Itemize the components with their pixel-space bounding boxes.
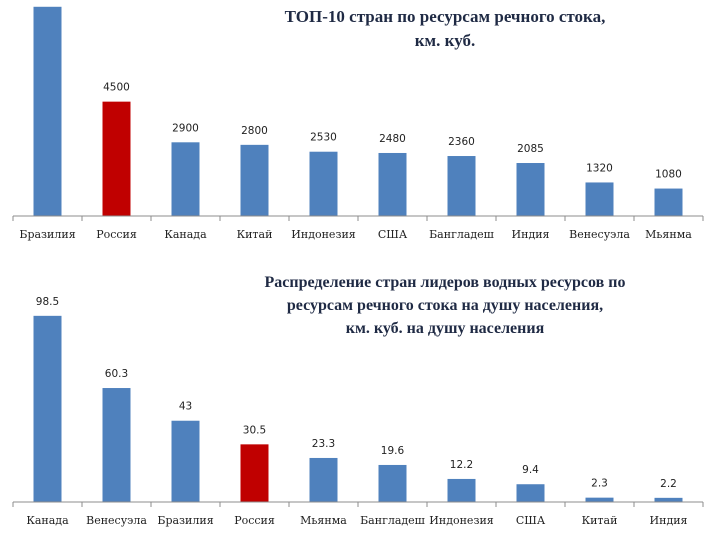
chart-per-capita-title-line-1: Распределение стран лидеров водных ресур… <box>265 274 626 291</box>
chart-top10-category-label: Канада <box>164 228 207 241</box>
chart-per-capita-category-label: Мьянма <box>300 514 347 527</box>
chart-per-capita-bar <box>171 420 200 502</box>
chart-top10-bar <box>447 156 476 216</box>
chart-top10-category-label: Бразилия <box>19 228 75 241</box>
chart-top10-category-label: Мьянма <box>645 228 692 241</box>
chart-top10-bar <box>33 6 62 216</box>
chart-top10-value-label: 2360 <box>448 136 475 148</box>
chart-top10-category-label: Бангладеш <box>429 228 494 241</box>
chart-per-capita-value-label: 2.2 <box>660 478 677 490</box>
chart-top10-bar <box>171 142 200 216</box>
chart-per-capita-value-label: 19.6 <box>381 445 405 457</box>
chart-top10-bar <box>516 163 545 216</box>
chart-top10-category-label: Индия <box>512 228 550 241</box>
chart-per-capita-bar <box>240 444 269 502</box>
chart-per-capita-category-label: США <box>516 514 546 527</box>
chart-top10-bar <box>102 101 131 216</box>
chart-per-capita-title-line-2: ресурсам речного стока на душу населения… <box>287 297 603 314</box>
chart-per-capita-category-label: Бразилия <box>157 514 213 527</box>
chart-top10-bar <box>585 182 614 216</box>
chart-top10-river-runoff: 4500 2900 2800 2530 2480 2360 2085 1320 1080 Бра… <box>12 6 704 241</box>
chart-per-capita-value-label: 60.3 <box>105 368 128 380</box>
chart-per-capita-category-label: Индонезия <box>429 514 493 527</box>
chart-per-capita-value-label: 30.5 <box>243 424 266 436</box>
chart-top10-value-label: 2800 <box>241 125 268 137</box>
chart-per-capita-value-label: 98.5 <box>36 296 59 308</box>
chart-per-capita-category-label: Россия <box>234 514 275 527</box>
chart-per-capita-bar <box>33 315 62 502</box>
chart-top10-value-label: 2900 <box>172 122 199 134</box>
chart-per-capita-value-label: 2.3 <box>591 478 608 490</box>
chart-top10-value-label: 1080 <box>655 169 682 181</box>
chart-top10-category-label: Индонезия <box>291 228 355 241</box>
chart-per-capita-bar <box>378 464 407 502</box>
chart-top10-bar <box>240 144 269 216</box>
chart-per-capita-river-runoff: 98.5 60.3 43 30.5 23.3 19.6 12.2 9.4 2.3 2.2 Кана… <box>12 274 704 527</box>
chart-per-capita-value-label: 9.4 <box>522 464 539 476</box>
chart-per-capita-bar <box>516 484 545 502</box>
chart-per-capita-bar <box>654 497 683 502</box>
chart-per-capita-bar <box>309 457 338 502</box>
chart-top10-value-label: 2480 <box>379 133 406 145</box>
chart-top10-value-label: 2085 <box>517 143 544 155</box>
chart-per-capita-category-label: Канада <box>26 514 69 527</box>
chart-per-capita-category-label: Венесуэла <box>86 514 147 527</box>
chart-per-capita-bar <box>585 497 614 502</box>
chart-top10-title-line-2: км. куб. <box>415 31 475 50</box>
chart-per-capita-category-label: Бангладеш <box>360 514 425 527</box>
chart-per-capita-bar <box>102 388 131 502</box>
chart-top10-title-line-1: ТОП-10 стран по ресурсам речного стока, <box>285 7 606 26</box>
chart-per-capita-category-label: Китай <box>582 514 618 527</box>
chart-top10-value-label: 1320 <box>586 162 613 174</box>
chart-per-capita-category-label: Индия <box>650 514 688 527</box>
chart-top10-category-label: Китай <box>237 228 273 241</box>
chart-per-capita-title-line-3: км. куб. на душу населения <box>346 320 545 337</box>
chart-top10-value-label: 2530 <box>310 132 337 144</box>
chart-top10-category-label: США <box>378 228 408 241</box>
chart-per-capita-value-label: 12.2 <box>450 459 473 471</box>
chart-per-capita-bar <box>447 478 476 502</box>
chart-top10-value-label: 4500 <box>103 82 130 94</box>
chart-per-capita-value-label: 23.3 <box>312 438 335 450</box>
chart-per-capita-value-label: 43 <box>179 401 192 413</box>
chart-top10-bar <box>654 188 683 216</box>
chart-top10-category-label: Венесуэла <box>569 228 630 241</box>
chart-top10-bar <box>309 151 338 216</box>
chart-top10-bar <box>378 152 407 216</box>
chart-top10-category-label: Россия <box>96 228 137 241</box>
